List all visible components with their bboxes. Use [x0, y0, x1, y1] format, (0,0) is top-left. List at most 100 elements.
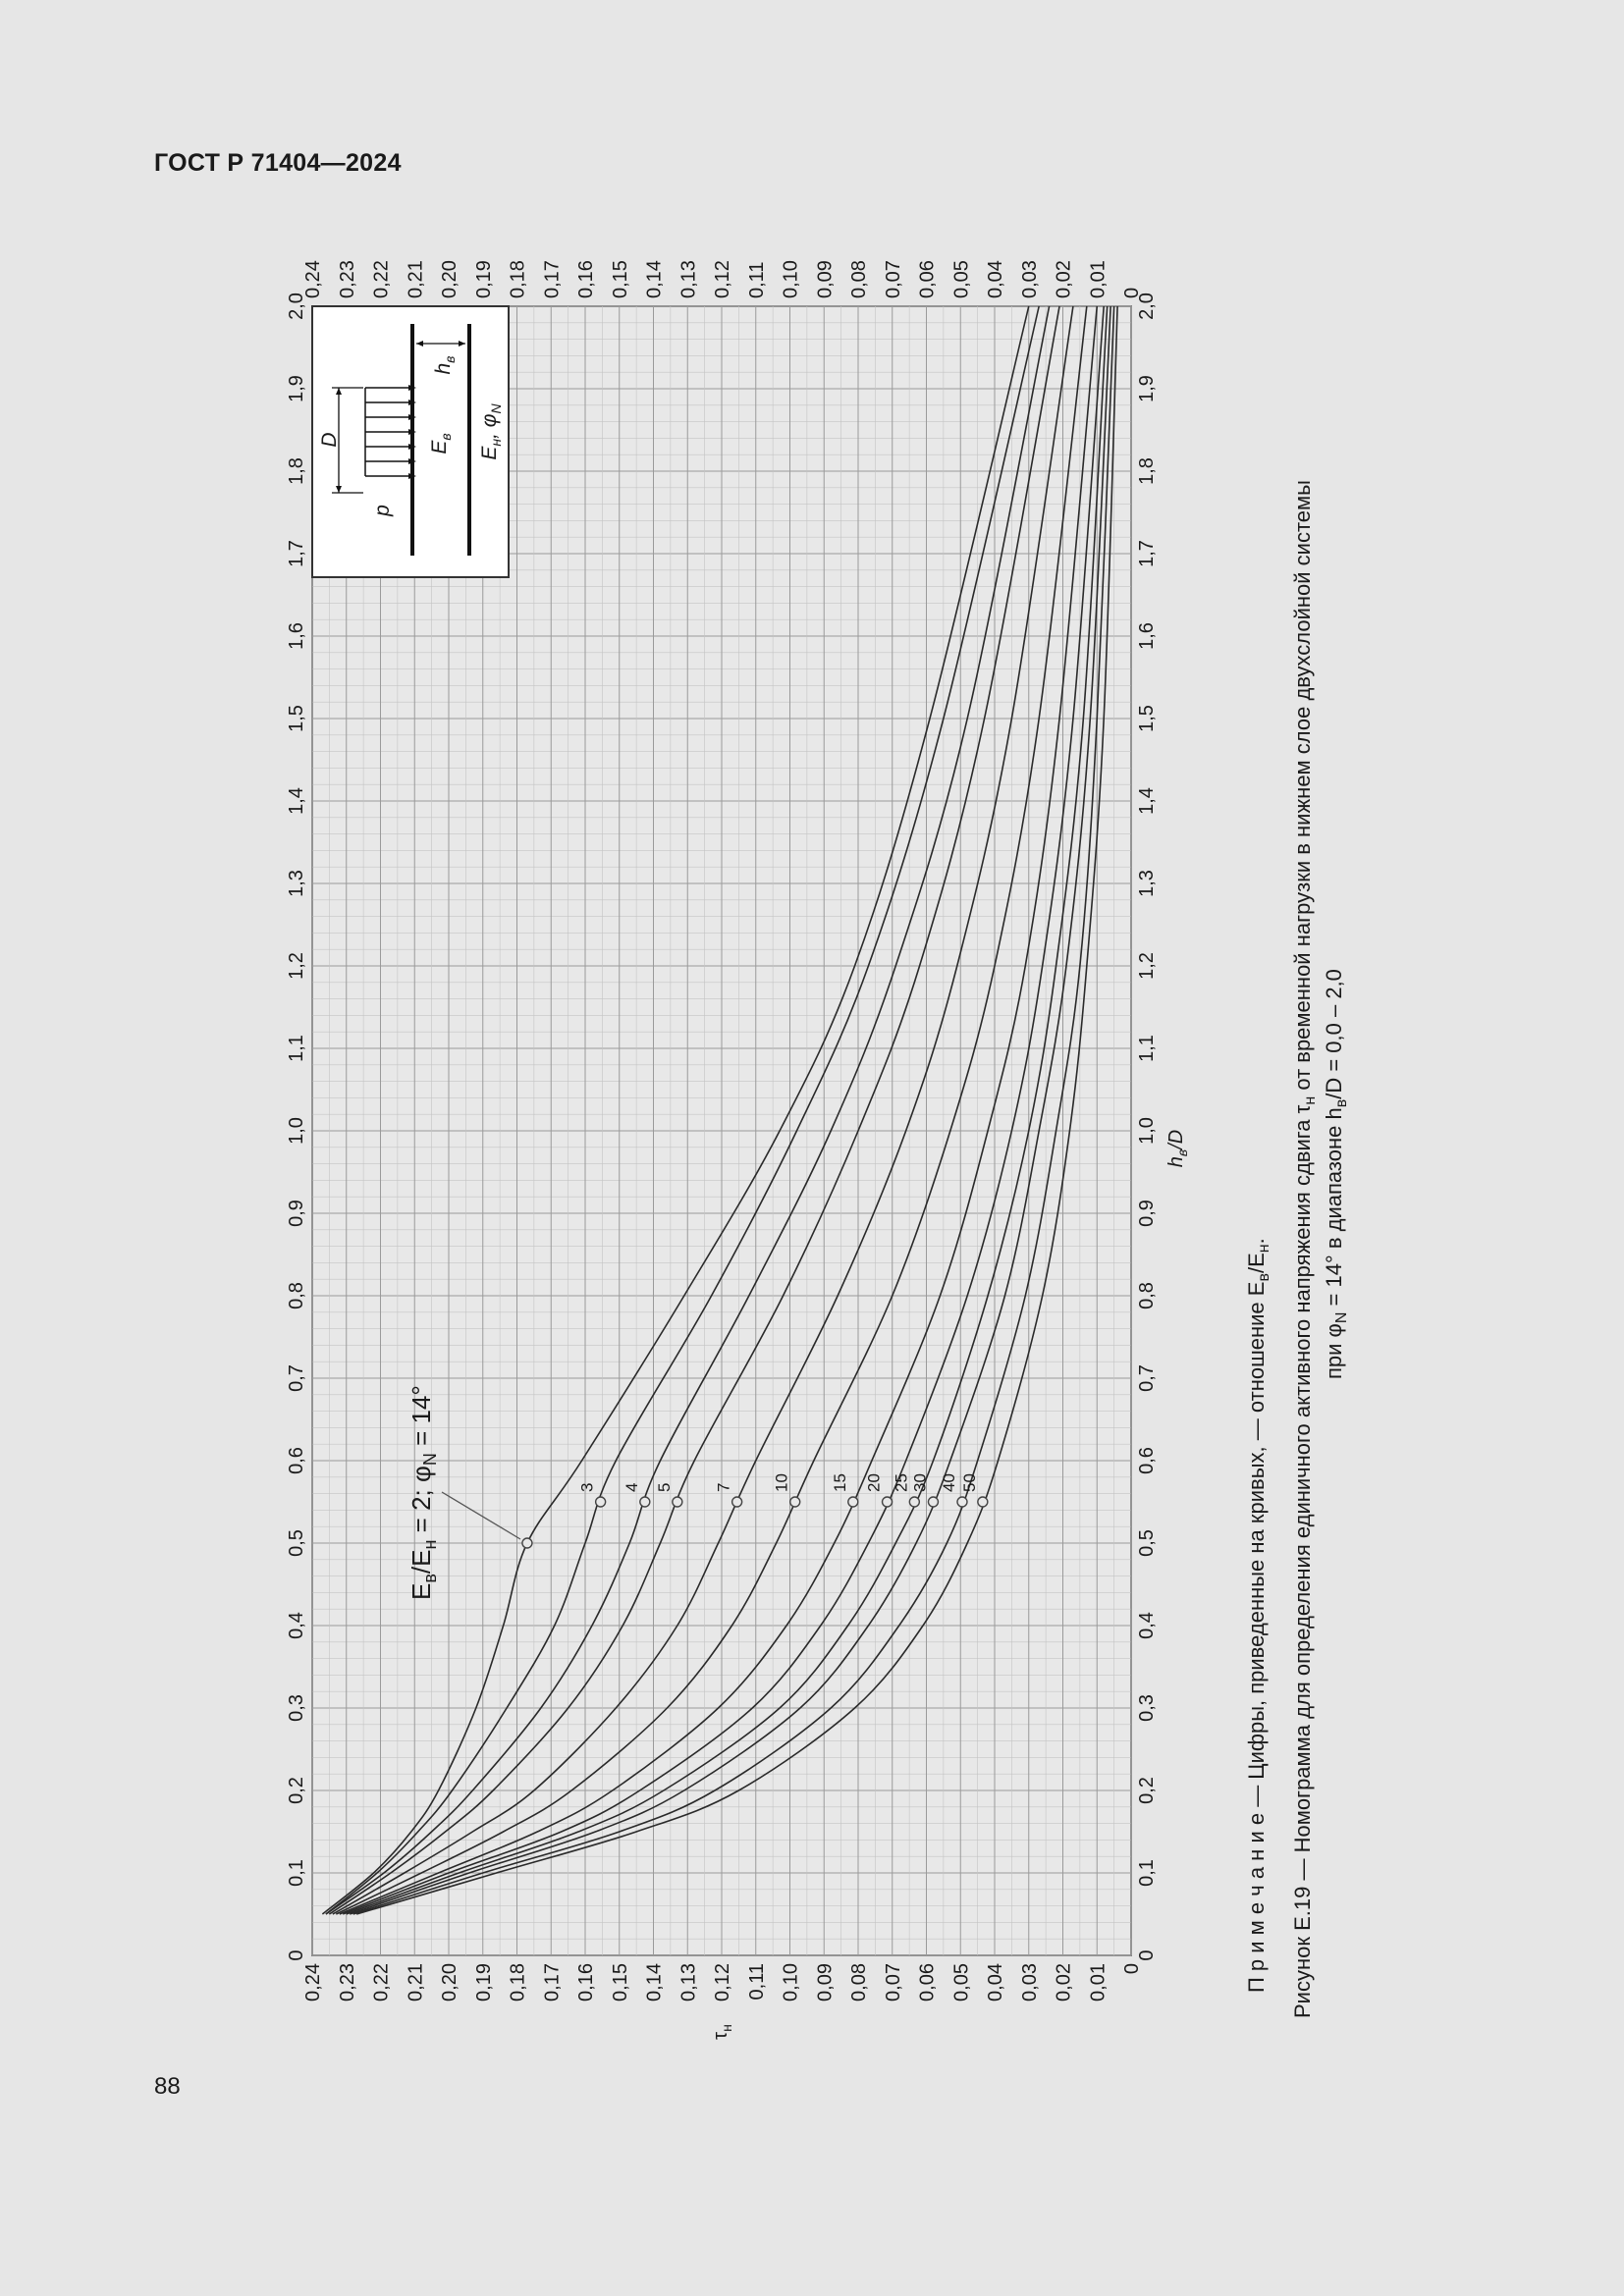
figure-caption-line2: при φN = 14° в диапазоне hв/D = 0,0 – 2,… [1322, 969, 1350, 1379]
series-marker-7 [731, 1496, 743, 1508]
y-tick-label: 0,18 [508, 1963, 529, 2002]
x-tick-label: 1,5 [286, 705, 307, 732]
x-tick-label: 0,2 [1136, 1777, 1158, 1804]
series-marker-3 [594, 1496, 607, 1508]
series-line-5 [328, 305, 1060, 1915]
x-tick-label: 0,5 [286, 1529, 307, 1557]
y-tick-label: 0,19 [473, 1963, 495, 2002]
x-tick-label: 1,3 [1136, 870, 1158, 897]
y-tick-label: 0,07 [883, 1963, 904, 2002]
y-tick-label: 0,15 [610, 1963, 631, 2002]
series-label-7: 7 [715, 1483, 733, 1492]
y-tick-label: 0,03 [1019, 260, 1041, 298]
series-line-20 [342, 305, 1105, 1915]
y-tick-label: 0,14 [644, 1963, 666, 2002]
annotation-leader [441, 1491, 521, 1540]
x-tick-label: 0,1 [1136, 1859, 1158, 1887]
x-tick-label: 0,6 [1136, 1447, 1158, 1474]
y-tick-label: 0,01 [1087, 260, 1109, 298]
curve-annotation: Eв/Eн = 2; φN = 14° [406, 1385, 440, 1600]
x-tick-label: 0,8 [286, 1282, 307, 1309]
y-tick-label: 0,20 [439, 1963, 460, 2002]
series-line-4 [325, 305, 1051, 1915]
y-tick-label: 0,04 [985, 1963, 1006, 2002]
series-marker-4 [639, 1496, 651, 1508]
dimension-D [332, 387, 363, 494]
inset-label-En: Eн, φN [478, 403, 504, 460]
x-tick-label: 0,4 [286, 1612, 307, 1639]
series-line-2 [321, 305, 1030, 1915]
figure-note: П р и м е ч а н и е — Цифры, приведенные… [1244, 1238, 1272, 1993]
series-line-30 [349, 305, 1111, 1915]
series-label-15: 15 [831, 1473, 849, 1492]
y-tick-label: 0,22 [371, 1963, 393, 2002]
y-tick-label: 0,08 [848, 1963, 870, 2002]
y-tick-label: 0,13 [677, 260, 699, 298]
y-tick-label: 0,05 [950, 260, 972, 298]
y-tick-label: 0,23 [337, 1963, 358, 2002]
y-tick-label: 0,02 [1054, 1963, 1075, 2002]
x-tick-label: 1,1 [1136, 1035, 1158, 1062]
x-tick-label: 1,2 [1136, 952, 1158, 980]
y-tick-label: 0,14 [644, 260, 666, 298]
series-label-30: 30 [910, 1473, 929, 1492]
y-tick-label: 0,04 [985, 260, 1006, 298]
series-marker-2 [521, 1537, 533, 1549]
series-marker-50 [977, 1496, 989, 1508]
x-tick-label: 1,0 [1136, 1117, 1158, 1145]
x-tick-label: 2,0 [286, 293, 307, 320]
y-tick-label: 0,22 [371, 260, 393, 298]
series-marker-5 [672, 1496, 683, 1508]
y-tick-label: 0,17 [541, 1963, 563, 2002]
y-tick-label: 0,12 [712, 1963, 733, 2002]
x-tick-label: 0 [286, 1949, 307, 1960]
load-arrows [364, 387, 408, 477]
x-tick-label: 0,1 [286, 1859, 307, 1887]
series-marker-40 [956, 1496, 968, 1508]
series-line-10 [335, 305, 1088, 1915]
y-tick-label: 0,11 [746, 262, 768, 298]
y-tick-label: 0,12 [712, 260, 733, 298]
series-label-20: 20 [865, 1473, 884, 1492]
inset-label-D: D [318, 432, 341, 447]
y-tick-label: 0,06 [917, 260, 939, 298]
x-tick-label: 1,1 [286, 1035, 307, 1062]
x-tick-label: 0,3 [286, 1694, 307, 1722]
x-tick-label: 1,6 [286, 622, 307, 650]
y-tick-label: 0,02 [1054, 260, 1075, 298]
y-tick-label: 0,05 [950, 1963, 972, 2002]
y-tick-label: 0,08 [848, 260, 870, 298]
figure-caption-line1: Рисунок Е.19 — Номограмма для определени… [1290, 480, 1319, 2018]
series-line-15 [339, 305, 1099, 1915]
series-line-50 [355, 305, 1118, 1915]
y-tick-label: 0,19 [473, 260, 495, 298]
y-tick-label: 0 [1121, 288, 1143, 298]
x-tick-label: 1,2 [286, 952, 307, 980]
document-header: ГОСТ Р 71404—2024 [154, 149, 402, 177]
y-tick-label: 0,10 [781, 260, 802, 298]
y-tick-label: 0,17 [541, 260, 563, 298]
page-number: 88 [154, 2073, 181, 2100]
series-marker-25 [908, 1496, 921, 1508]
x-tick-label: 0,9 [286, 1200, 307, 1227]
x-tick-label: 1,6 [1136, 622, 1158, 650]
inset-label-p: p [371, 505, 394, 517]
y-tick-label: 0,24 [302, 260, 324, 298]
x-tick-label: 1,9 [1136, 375, 1158, 402]
series-marker-10 [789, 1496, 801, 1508]
layer-scheme-inset: D p hв Eв Eн, φN [311, 305, 510, 578]
y-tick-label: 0,21 [405, 1963, 426, 2002]
x-tick-label: 0,6 [286, 1447, 307, 1474]
series-label-5: 5 [655, 1483, 674, 1492]
y-tick-label: 0,06 [917, 1963, 939, 2002]
x-tick-label: 0 [1136, 1949, 1158, 1960]
y-tick-label: 0,07 [883, 260, 904, 298]
series-line-3 [325, 305, 1040, 1915]
y-tick-label: 0,09 [814, 260, 836, 298]
series-marker-30 [927, 1496, 940, 1508]
x-tick-label: 0,7 [286, 1364, 307, 1392]
x-tick-label: 1,4 [1136, 787, 1158, 815]
y-tick-label: 0,01 [1087, 1963, 1109, 2002]
inset-label-Ev: Eв [428, 433, 454, 454]
